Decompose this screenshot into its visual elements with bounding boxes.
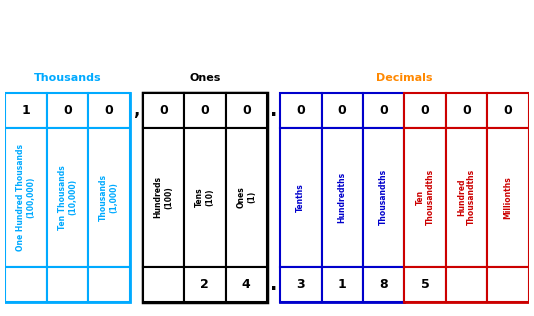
Bar: [363, 127, 404, 267]
Text: 2: 2: [200, 278, 209, 291]
Text: Hundreds
(100): Hundreds (100): [154, 176, 173, 218]
Bar: [446, 267, 487, 302]
Text: 0: 0: [242, 104, 250, 117]
Bar: [321, 93, 363, 127]
Bar: [47, 93, 88, 127]
Bar: [143, 93, 184, 127]
Bar: [225, 127, 267, 267]
Text: 0: 0: [296, 104, 305, 117]
Bar: [47, 267, 88, 302]
Text: Millionths: Millionths: [504, 176, 513, 219]
Text: 0: 0: [421, 104, 429, 117]
Bar: [5, 267, 47, 302]
Text: Thousands
(1,000): Thousands (1,000): [99, 174, 119, 221]
Bar: [225, 267, 267, 302]
Bar: [404, 127, 446, 267]
Text: 8: 8: [379, 278, 388, 291]
Text: 0: 0: [200, 104, 209, 117]
Bar: [184, 267, 225, 302]
Bar: [88, 127, 130, 267]
Text: Ten Thousands
(10,000): Ten Thousands (10,000): [58, 165, 77, 230]
Bar: [143, 127, 184, 267]
Bar: [404, 93, 529, 302]
Bar: [404, 93, 446, 127]
Bar: [280, 93, 404, 302]
Bar: [363, 93, 404, 127]
Bar: [5, 93, 130, 302]
Bar: [5, 93, 47, 127]
Text: 0: 0: [63, 104, 72, 117]
Bar: [487, 93, 529, 127]
Bar: [487, 127, 529, 267]
Bar: [143, 267, 184, 302]
Text: Ones: Ones: [189, 73, 221, 83]
Bar: [446, 93, 487, 127]
Bar: [363, 267, 404, 302]
Text: 3: 3: [296, 278, 305, 291]
Text: 0: 0: [338, 104, 347, 117]
Text: Tens
(10): Tens (10): [195, 187, 215, 207]
Text: Ones
(1): Ones (1): [237, 186, 256, 208]
Text: 0: 0: [504, 104, 512, 117]
Text: Hundredths: Hundredths: [337, 172, 347, 223]
Text: Thousands: Thousands: [34, 73, 101, 83]
Bar: [280, 93, 321, 127]
Text: 4: 4: [242, 278, 250, 291]
Text: ,: ,: [133, 101, 139, 119]
Text: Decimals: Decimals: [376, 73, 433, 83]
Text: 1: 1: [22, 104, 30, 117]
Text: .: .: [270, 275, 277, 294]
Text: Thousandths: Thousandths: [379, 169, 388, 225]
Bar: [143, 93, 267, 302]
Text: Ten
Thousandths: Ten Thousandths: [415, 169, 435, 225]
Text: 5: 5: [421, 278, 429, 291]
Bar: [446, 127, 487, 267]
Bar: [88, 267, 130, 302]
Bar: [280, 127, 321, 267]
Bar: [184, 93, 225, 127]
Text: .: .: [270, 100, 277, 119]
Text: 0: 0: [159, 104, 168, 117]
Bar: [404, 267, 446, 302]
Text: 0: 0: [462, 104, 471, 117]
Text: 1: 1: [338, 278, 347, 291]
Bar: [88, 93, 130, 127]
Text: Hundred
Thousandths: Hundred Thousandths: [457, 169, 476, 225]
Text: PLACE VALUE CHART WITH DECIMALS: PLACE VALUE CHART WITH DECIMALS: [98, 12, 436, 29]
Text: 0: 0: [105, 104, 113, 117]
Bar: [321, 127, 363, 267]
Text: Tenths: Tenths: [296, 183, 305, 212]
Bar: [225, 93, 267, 127]
Text: One Hundred Thousands
(100,000): One Hundred Thousands (100,000): [17, 144, 36, 251]
Bar: [47, 127, 88, 267]
Bar: [184, 127, 225, 267]
Bar: [487, 267, 529, 302]
Text: 0: 0: [379, 104, 388, 117]
Bar: [5, 127, 47, 267]
Bar: [280, 267, 321, 302]
Bar: [321, 267, 363, 302]
